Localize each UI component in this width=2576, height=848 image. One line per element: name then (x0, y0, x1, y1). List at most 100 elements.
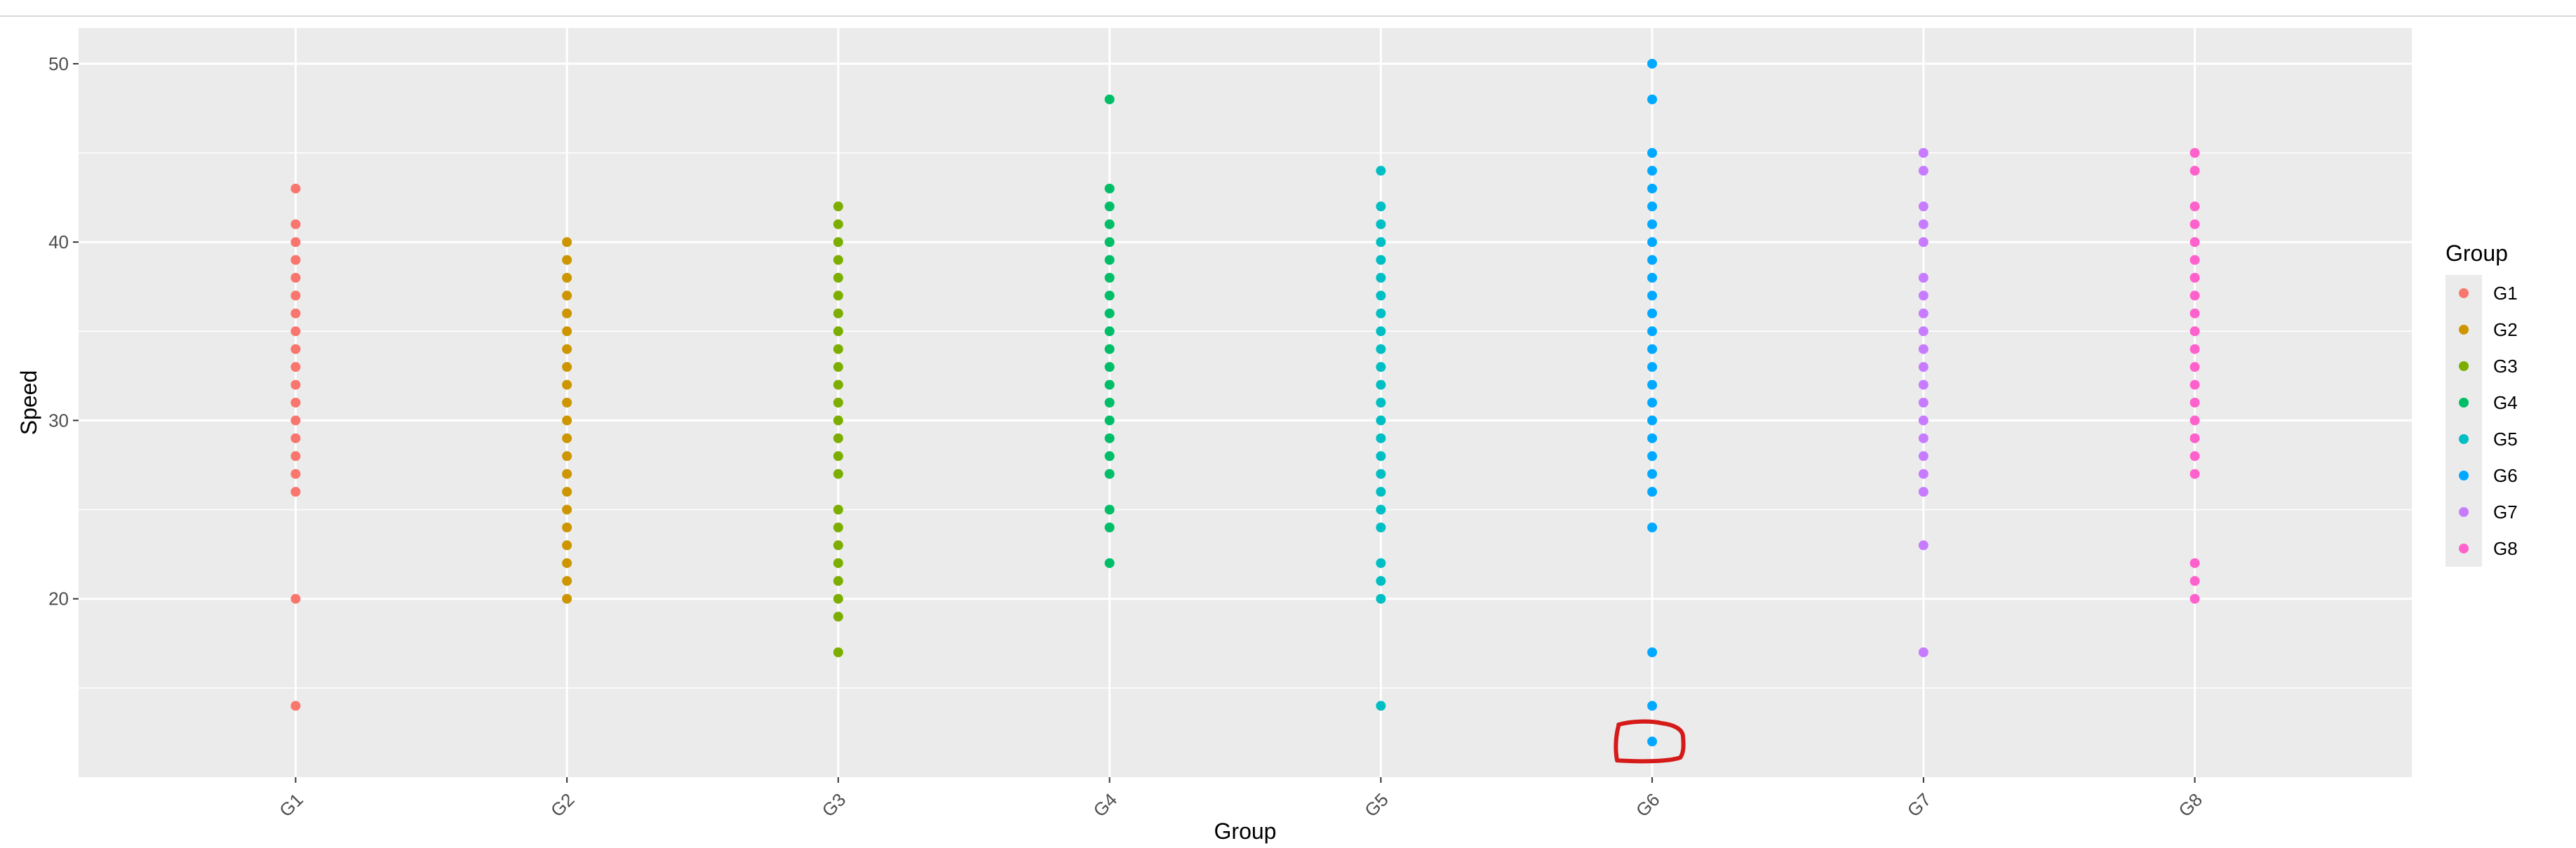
data-point (1104, 379, 1115, 390)
data-point (1376, 523, 1386, 532)
data-point (290, 237, 301, 248)
data-point (833, 647, 843, 657)
data-point (1376, 237, 1386, 248)
data-point (1918, 148, 1928, 158)
data-point (2189, 362, 2200, 372)
data-point (1918, 362, 1928, 372)
data-point (1647, 148, 1658, 158)
data-point (1647, 308, 1658, 318)
data-point (1918, 433, 1928, 443)
data-point (1918, 451, 1928, 462)
data-point (1647, 255, 1658, 265)
data-point (1647, 379, 1658, 390)
data-point (1647, 94, 1658, 105)
data-point (1104, 255, 1115, 265)
data-point (1376, 362, 1386, 372)
annotation-outline (1614, 719, 1686, 764)
data-point (562, 593, 572, 604)
data-point (1918, 487, 1928, 497)
data-point (1376, 593, 1386, 604)
legend-key (2459, 288, 2469, 298)
data-point (2189, 433, 2200, 443)
y-tick-label: 20 (48, 588, 69, 610)
annotation-layer (1614, 719, 1686, 764)
data-point (2189, 558, 2200, 568)
data-point (1918, 273, 1928, 283)
data-point (1647, 237, 1658, 248)
legend-label: G7 (2493, 502, 2518, 523)
data-point (1376, 701, 1386, 711)
data-point (1918, 326, 1928, 337)
data-point (1918, 344, 1928, 354)
data-point (1376, 255, 1386, 265)
legend-key (2459, 471, 2469, 480)
data-point (833, 593, 843, 604)
data-point (833, 290, 843, 301)
data-point (1918, 398, 1928, 408)
legend-label: G4 (2493, 392, 2518, 413)
data-point (562, 398, 572, 408)
data-point (833, 415, 843, 426)
data-point (1104, 469, 1115, 479)
data-point (1918, 219, 1928, 229)
data-point (2189, 166, 2200, 176)
x-tick-label: G1 (275, 789, 307, 821)
data-point (1647, 433, 1658, 443)
data-point (290, 255, 301, 265)
data-point (1104, 451, 1115, 462)
data-point (1104, 398, 1115, 408)
data-point (2189, 273, 2200, 283)
data-point (290, 219, 301, 229)
data-point (1104, 183, 1115, 194)
legend-key (2459, 398, 2469, 408)
data-point (1647, 398, 1658, 408)
data-point (833, 273, 843, 283)
y-tick-label: 30 (48, 410, 69, 431)
data-point (1918, 237, 1928, 248)
data-point (833, 469, 843, 479)
x-tick-label: G6 (1632, 789, 1664, 821)
data-point (290, 326, 301, 337)
data-point (2189, 201, 2200, 212)
data-point (1647, 166, 1658, 176)
data-point (1376, 166, 1386, 176)
x-axis-title: Group (1214, 819, 1277, 844)
data-point (1104, 523, 1115, 532)
data-point (1104, 219, 1115, 229)
data-point (562, 362, 572, 372)
data-point (290, 290, 301, 301)
data-point (1647, 451, 1658, 462)
data-point (1647, 273, 1658, 283)
data-point (290, 379, 301, 390)
data-point (290, 701, 301, 711)
legend-key (2459, 544, 2469, 553)
data-point (833, 612, 843, 622)
data-point (1918, 290, 1928, 301)
data-point (1647, 219, 1658, 229)
data-point (1376, 576, 1386, 586)
data-point (1647, 647, 1658, 657)
data-point (562, 540, 572, 551)
data-point (290, 398, 301, 408)
data-point (1104, 290, 1115, 301)
x-tick-label: G5 (1360, 789, 1393, 821)
data-point (2189, 255, 2200, 265)
data-point (1647, 469, 1658, 479)
data-point (2189, 326, 2200, 337)
data-point (1376, 504, 1386, 515)
data-point (1376, 290, 1386, 301)
data-point (1104, 94, 1115, 105)
data-point (2189, 290, 2200, 301)
data-point (1376, 558, 1386, 568)
data-point (2189, 576, 2200, 586)
data-point (562, 273, 572, 283)
data-point (1647, 183, 1658, 194)
data-point (1376, 326, 1386, 337)
y-axis: 20 30 40 50 (48, 53, 79, 610)
data-point (1104, 415, 1115, 426)
data-point (2189, 308, 2200, 318)
data-point (562, 237, 572, 248)
y-tick-label: 50 (48, 53, 69, 74)
data-point (2189, 148, 2200, 158)
data-point (1647, 58, 1658, 69)
